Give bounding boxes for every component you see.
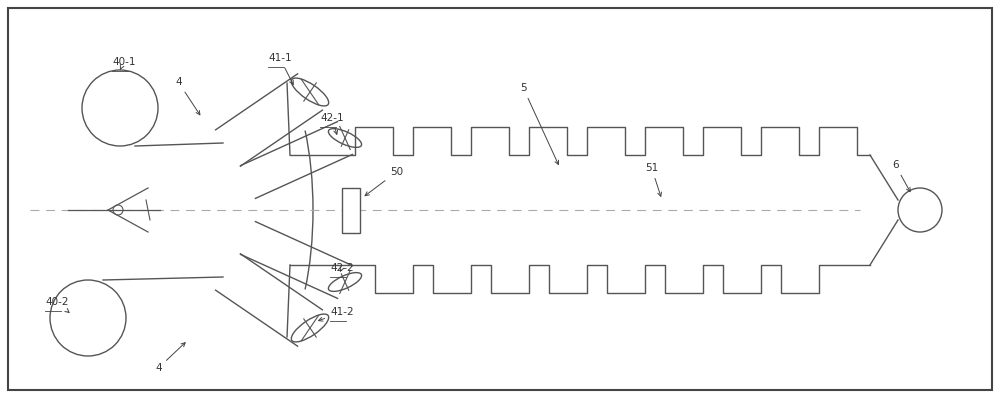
Text: 41-2: 41-2 [319, 307, 354, 321]
Text: 6: 6 [892, 160, 910, 191]
Text: 42-2: 42-2 [330, 263, 354, 273]
Bar [342, 187, 360, 232]
Text: 40-2: 40-2 [45, 297, 69, 312]
Text: 51: 51 [645, 163, 661, 196]
Text: 4: 4 [175, 77, 200, 115]
Text: 5: 5 [520, 83, 559, 164]
Text: 42-1: 42-1 [320, 113, 344, 134]
Text: 4: 4 [155, 343, 185, 373]
Text: 41-1: 41-1 [268, 53, 293, 84]
Text: 50: 50 [365, 167, 403, 196]
Text: 40-1: 40-1 [112, 57, 136, 70]
